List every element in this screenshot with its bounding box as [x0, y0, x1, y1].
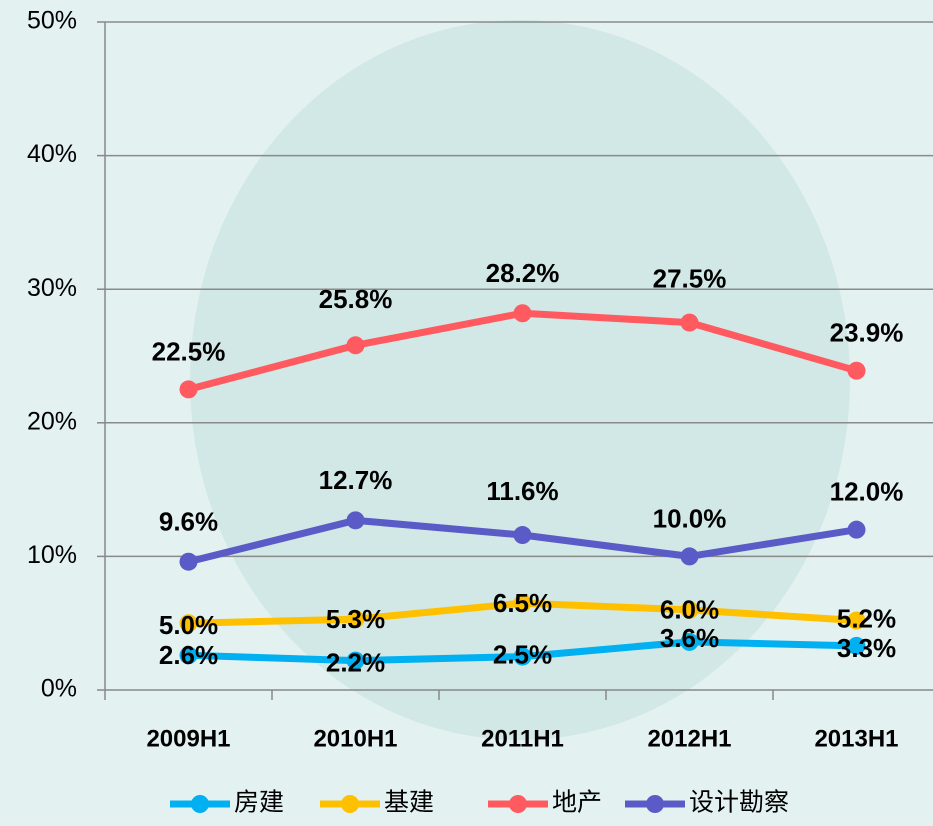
legend-marker: [509, 795, 527, 813]
value-label: 28.2%: [486, 258, 560, 288]
value-label: 6.5%: [493, 588, 552, 618]
legend-marker: [646, 795, 664, 813]
value-label: 9.6%: [159, 507, 218, 537]
value-label: 12.7%: [319, 465, 393, 495]
point: [680, 632, 699, 651]
value-label: 27.5%: [653, 263, 727, 293]
value-label: 5.3%: [326, 604, 385, 634]
point: [513, 594, 532, 613]
point: [346, 610, 365, 629]
point: [179, 646, 198, 665]
point: [847, 636, 866, 655]
value-label: 5.2%: [837, 603, 896, 633]
legend-label: 设计勘察: [689, 788, 789, 817]
y-tick-label: 0%: [41, 675, 77, 703]
background-map: [190, 20, 850, 740]
legend-label: 地产: [552, 788, 602, 817]
point: [346, 336, 365, 355]
point: [179, 380, 198, 399]
point: [179, 552, 198, 571]
point: [513, 304, 532, 323]
value-label: 25.8%: [319, 284, 393, 314]
point: [847, 361, 866, 380]
value-label: 12.0%: [830, 477, 904, 507]
value-label: 2.6%: [159, 640, 218, 670]
y-tick-label: 30%: [27, 274, 77, 302]
legend-label: 基建: [384, 788, 434, 817]
value-label: 22.5%: [152, 336, 226, 366]
value-label: 2.5%: [493, 639, 552, 669]
point: [680, 313, 699, 332]
legend-label: 房建: [234, 788, 284, 817]
point: [346, 511, 365, 530]
value-label: 5.0%: [159, 610, 218, 640]
value-label: 10.0%: [653, 503, 727, 533]
x-tick-label: 2010H1: [313, 725, 397, 752]
y-tick-label: 40%: [27, 140, 77, 168]
point: [513, 526, 532, 545]
point: [847, 611, 866, 630]
value-label: 23.9%: [830, 318, 904, 348]
point: [680, 547, 699, 566]
x-tick-label: 2012H1: [647, 725, 731, 752]
y-tick-label: 20%: [27, 407, 77, 435]
value-label: 11.6%: [486, 476, 558, 506]
point: [346, 651, 365, 670]
y-tick-label: 50%: [27, 7, 77, 35]
x-tick-label: 2013H1: [814, 725, 898, 752]
point: [847, 520, 866, 539]
value-label: 3.6%: [660, 623, 719, 653]
value-label: 2.2%: [326, 647, 385, 677]
value-label: 3.3%: [837, 633, 896, 663]
legend-marker: [191, 795, 209, 813]
value-label: 6.0%: [660, 595, 719, 625]
y-tick-label: 10%: [27, 541, 77, 569]
x-tick-label: 2009H1: [146, 725, 230, 752]
legend-marker: [341, 795, 359, 813]
x-tick-label: 2011H1: [481, 725, 564, 752]
point: [513, 647, 532, 666]
point: [680, 600, 699, 619]
point: [179, 614, 198, 633]
